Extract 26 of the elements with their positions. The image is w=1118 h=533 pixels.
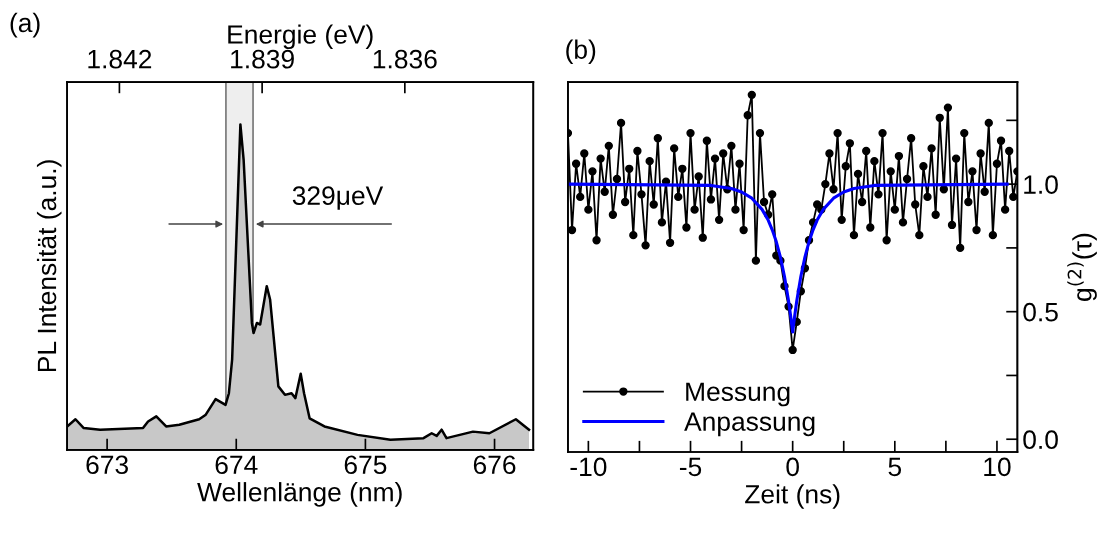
x-tick-label: 676 [473, 455, 516, 475]
y-axis-title: PL Intensität (a.u.) [36, 160, 62, 372]
x-tick-label: 5 [888, 457, 902, 477]
x2-tick-label: 1.842 [88, 49, 152, 69]
legend-label: Anpassung [684, 412, 815, 437]
line-series [568, 182, 1009, 334]
y2-axis-title: g$^{(2)}$(τ) [1067, 233, 1097, 301]
text: (a) [10, 12, 40, 38]
x2-tick-label: 1.839 [231, 49, 294, 69]
x-tick-label: -10 [570, 457, 607, 477]
legend-label: Messung [686, 382, 790, 407]
x-axis-title: Wellenlänge (nm) [197, 482, 402, 507]
y2-tick-label: 0.0 [1023, 430, 1058, 450]
x-tick-label: 673 [86, 455, 128, 475]
x-tick-label: 674 [215, 455, 258, 475]
x2-tick-label: 1.836 [373, 49, 437, 69]
x-tick-label: 10 [984, 457, 1011, 477]
x-axis-title: Zeit (ns) [745, 484, 840, 509]
y2-tick-label: 1.0 [1024, 175, 1058, 194]
annotation: 329μeV [292, 186, 384, 210]
x-tick-label: -5 [679, 457, 702, 477]
x-tick-label: 0 [786, 457, 799, 477]
y2-tick-label: 0.5 [1023, 302, 1058, 322]
x2-axis-title: Energie (eV) [228, 24, 373, 50]
x-tick-label: 675 [344, 455, 387, 475]
text: (b) [566, 39, 596, 65]
